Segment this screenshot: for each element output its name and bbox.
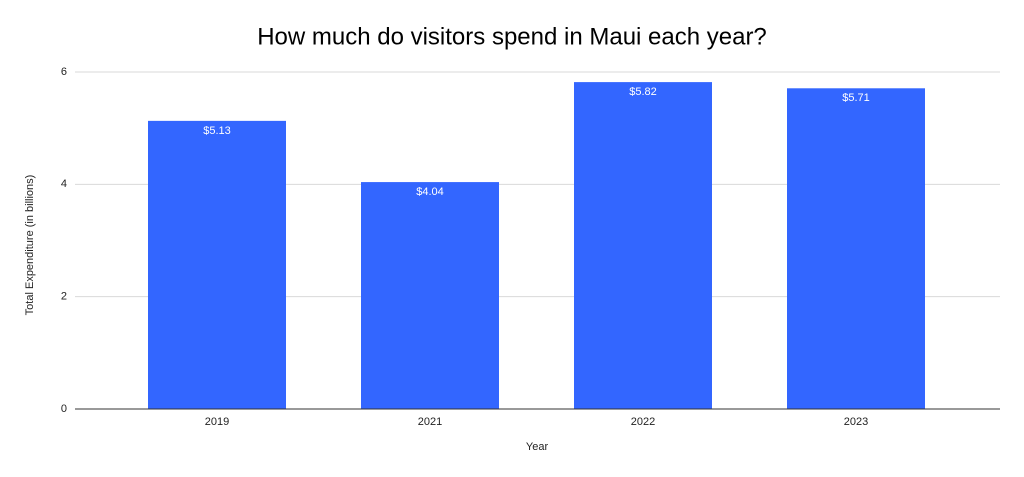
bar xyxy=(574,82,712,410)
y-tick-label: 2 xyxy=(61,291,67,303)
y-tick-label: 0 xyxy=(61,403,67,415)
bar xyxy=(148,120,286,410)
y-tick-label: 4 xyxy=(61,178,67,190)
data-label: $5.13 xyxy=(203,125,231,137)
x-tick-label: 2021 xyxy=(418,416,442,428)
bar xyxy=(361,182,499,409)
data-label: $5.82 xyxy=(629,86,657,98)
x-tick-label: 2023 xyxy=(844,416,868,428)
y-axis-label: Total Expenditure (in billions) xyxy=(24,175,36,316)
x-tick-label: 2019 xyxy=(205,416,229,428)
y-tick-label: 6 xyxy=(61,66,67,78)
x-axis-label: Year xyxy=(526,441,549,453)
chart-title: How much do visitors spend in Maui each … xyxy=(257,23,767,50)
data-label: $5.71 xyxy=(842,92,870,104)
x-tick-label: 2022 xyxy=(631,416,655,428)
data-label: $4.04 xyxy=(416,186,444,198)
bar xyxy=(787,88,925,409)
